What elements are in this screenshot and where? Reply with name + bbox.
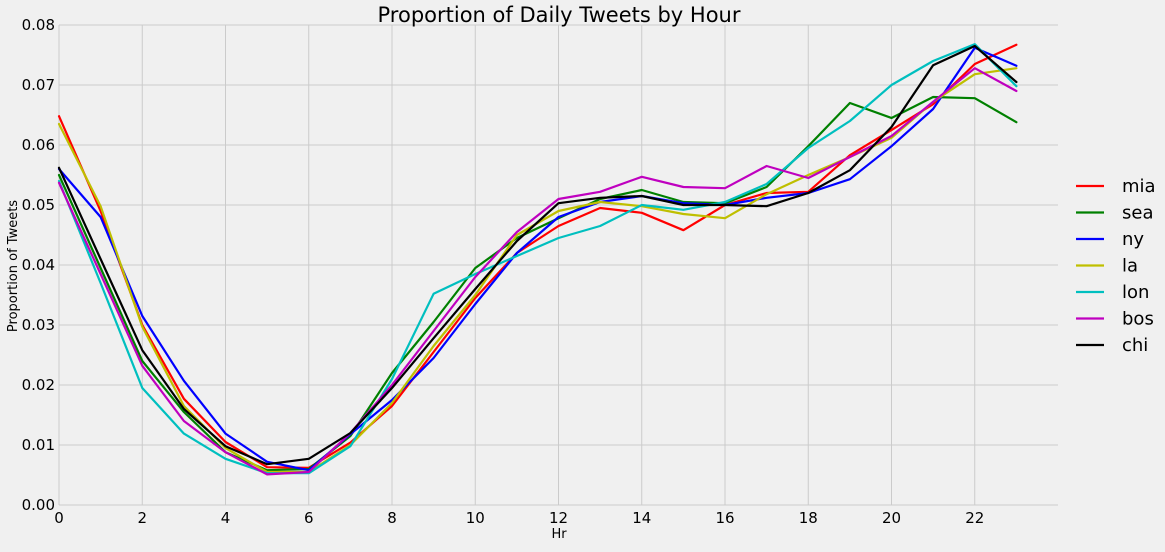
legend-label-ny: ny: [1122, 229, 1144, 250]
x-tick-label: 4: [221, 509, 231, 527]
series-line-chi: [57, 44, 1018, 466]
series-line-mia: [57, 43, 1018, 469]
chart-title: Proportion of Daily Tweets by Hour: [378, 3, 741, 27]
y-tick-label: 0.05: [22, 196, 55, 214]
series-line-ny: [57, 46, 1018, 472]
series-line-sea: [57, 95, 1018, 472]
legend-label-la: la: [1122, 256, 1138, 277]
x-tick-label: 0: [54, 509, 64, 527]
tick-labels: 0 2 4 6 8 10 12 14 16 18 20 22 0.00 0.01 0.02 0.03 0.04 0…: [22, 16, 985, 527]
y-tick-label: 0.03: [22, 316, 55, 334]
series-line-lon: [57, 43, 1018, 475]
x-tick-label: 22: [965, 509, 984, 527]
x-tick-label: 10: [466, 509, 485, 527]
x-tick-label: 6: [304, 509, 314, 527]
y-axis-label: Proportion of Tweets: [6, 200, 21, 332]
x-axis-label: Hr: [551, 527, 567, 542]
x-tick-label: 2: [137, 509, 147, 527]
y-tick-label: 0.02: [22, 376, 55, 394]
y-tick-label: 0.01: [22, 436, 55, 454]
y-tick-label: 0.08: [22, 16, 55, 34]
x-tick-label: 18: [799, 509, 818, 527]
legend-label-bos: bos: [1122, 309, 1154, 330]
legend-label-lon: lon: [1122, 282, 1149, 303]
x-tick-label: 8: [387, 509, 397, 527]
legend-label-chi: chi: [1122, 335, 1148, 356]
y-tick-label: 0.04: [22, 256, 55, 274]
x-tick-label: 20: [882, 509, 901, 527]
y-tick-label: 0.06: [22, 136, 55, 154]
legend: mia sea ny la lon bos chi: [1076, 176, 1156, 356]
y-tick-label: 0.07: [22, 76, 55, 94]
series-line-bos: [57, 67, 1018, 476]
legend-label-sea: sea: [1122, 203, 1153, 224]
legend-label-mia: mia: [1122, 176, 1156, 197]
x-tick-label: 16: [715, 509, 734, 527]
x-tick-label: 12: [549, 509, 568, 527]
y-tick-label: 0.00: [22, 496, 55, 514]
series-lines: [57, 43, 1018, 476]
x-tick-label: 14: [632, 509, 651, 527]
